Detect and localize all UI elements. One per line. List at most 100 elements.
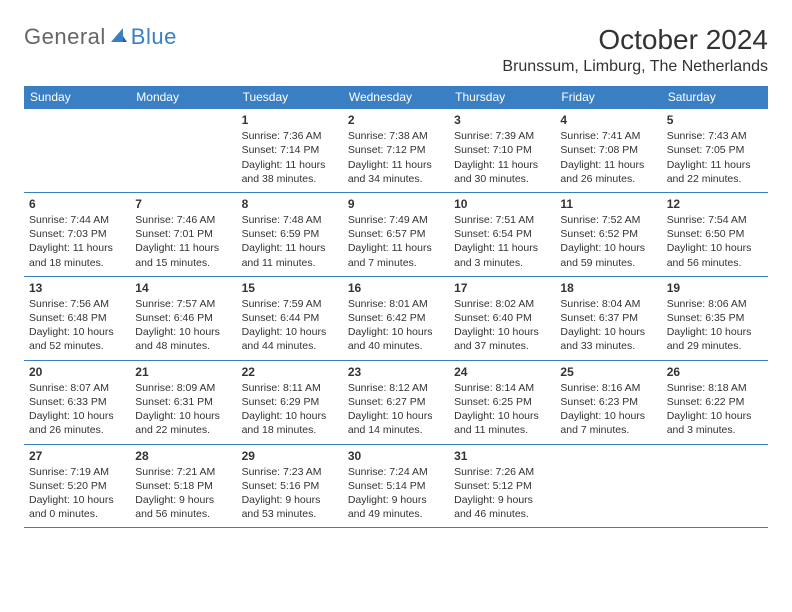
sunset-text: Sunset: 7:12 PM: [348, 143, 444, 157]
day-number: 15: [242, 280, 338, 296]
logo-text-general: General: [24, 24, 106, 50]
day-number: 30: [348, 448, 444, 464]
calendar-day-cell: 13Sunrise: 7:56 AMSunset: 6:48 PMDayligh…: [24, 276, 130, 360]
sunrise-text: Sunrise: 8:18 AM: [667, 381, 763, 395]
sunrise-text: Sunrise: 7:56 AM: [29, 297, 125, 311]
sunset-text: Sunset: 6:42 PM: [348, 311, 444, 325]
calendar-day-cell: 14Sunrise: 7:57 AMSunset: 6:46 PMDayligh…: [130, 276, 236, 360]
daylight-text: Daylight: 11 hours and 7 minutes.: [348, 241, 444, 269]
calendar-day-cell: 21Sunrise: 8:09 AMSunset: 6:31 PMDayligh…: [130, 360, 236, 444]
page-title: October 2024: [502, 24, 768, 56]
weekday-header: Friday: [555, 86, 661, 109]
day-number: 19: [667, 280, 763, 296]
calendar-day-cell: [130, 109, 236, 193]
calendar-day-cell: 15Sunrise: 7:59 AMSunset: 6:44 PMDayligh…: [237, 276, 343, 360]
calendar-day-cell: 29Sunrise: 7:23 AMSunset: 5:16 PMDayligh…: [237, 444, 343, 528]
sunrise-text: Sunrise: 8:12 AM: [348, 381, 444, 395]
sunrise-text: Sunrise: 7:38 AM: [348, 129, 444, 143]
sunset-text: Sunset: 6:25 PM: [454, 395, 550, 409]
sunrise-text: Sunrise: 7:39 AM: [454, 129, 550, 143]
calendar-day-cell: 22Sunrise: 8:11 AMSunset: 6:29 PMDayligh…: [237, 360, 343, 444]
sunset-text: Sunset: 6:48 PM: [29, 311, 125, 325]
daylight-text: Daylight: 10 hours and 18 minutes.: [242, 409, 338, 437]
day-number: 3: [454, 112, 550, 128]
calendar-week-row: 20Sunrise: 8:07 AMSunset: 6:33 PMDayligh…: [24, 360, 768, 444]
calendar-week-row: 6Sunrise: 7:44 AMSunset: 7:03 PMDaylight…: [24, 192, 768, 276]
sunset-text: Sunset: 6:46 PM: [135, 311, 231, 325]
sunset-text: Sunset: 6:50 PM: [667, 227, 763, 241]
daylight-text: Daylight: 9 hours and 46 minutes.: [454, 493, 550, 521]
daylight-text: Daylight: 10 hours and 33 minutes.: [560, 325, 656, 353]
sunrise-text: Sunrise: 7:51 AM: [454, 213, 550, 227]
weekday-header: Tuesday: [237, 86, 343, 109]
sunset-text: Sunset: 6:40 PM: [454, 311, 550, 325]
calendar-day-cell: 19Sunrise: 8:06 AMSunset: 6:35 PMDayligh…: [662, 276, 768, 360]
sunset-text: Sunset: 5:14 PM: [348, 479, 444, 493]
weekday-header-row: Sunday Monday Tuesday Wednesday Thursday…: [24, 86, 768, 109]
calendar-day-cell: 23Sunrise: 8:12 AMSunset: 6:27 PMDayligh…: [343, 360, 449, 444]
sunset-text: Sunset: 6:29 PM: [242, 395, 338, 409]
calendar-day-cell: 31Sunrise: 7:26 AMSunset: 5:12 PMDayligh…: [449, 444, 555, 528]
calendar-day-cell: 26Sunrise: 8:18 AMSunset: 6:22 PMDayligh…: [662, 360, 768, 444]
day-number: 22: [242, 364, 338, 380]
calendar-day-cell: 3Sunrise: 7:39 AMSunset: 7:10 PMDaylight…: [449, 109, 555, 193]
sunrise-text: Sunrise: 8:07 AM: [29, 381, 125, 395]
daylight-text: Daylight: 9 hours and 49 minutes.: [348, 493, 444, 521]
sunrise-text: Sunrise: 7:46 AM: [135, 213, 231, 227]
calendar-week-row: 13Sunrise: 7:56 AMSunset: 6:48 PM Dayligh…: [24, 276, 768, 360]
day-number: 25: [560, 364, 656, 380]
sunset-text: Sunset: 7:03 PM: [29, 227, 125, 241]
daylight-text: Daylight: 11 hours and 38 minutes.: [242, 158, 338, 186]
sunrise-text: Sunrise: 7:26 AM: [454, 465, 550, 479]
sunrise-text: Sunrise: 7:24 AM: [348, 465, 444, 479]
calendar-day-cell: 24Sunrise: 8:14 AMSunset: 6:25 PMDayligh…: [449, 360, 555, 444]
calendar-day-cell: [555, 444, 661, 528]
daylight-text: Daylight: 10 hours and 48 minutes.: [135, 325, 231, 353]
daylight-text: Daylight: 10 hours and 26 minutes.: [29, 409, 125, 437]
sunrise-text: Sunrise: 7:36 AM: [242, 129, 338, 143]
daylight-text: Daylight: 10 hours and 22 minutes.: [135, 409, 231, 437]
day-number: 17: [454, 280, 550, 296]
daylight-text: Daylight: 11 hours and 22 minutes.: [667, 158, 763, 186]
day-number: 28: [135, 448, 231, 464]
daylight-text: Daylight: 11 hours and 11 minutes.: [242, 241, 338, 269]
daylight-text: Daylight: 11 hours and 3 minutes.: [454, 241, 550, 269]
logo: General Blue: [24, 24, 177, 50]
sunrise-text: Sunrise: 8:11 AM: [242, 381, 338, 395]
sunset-text: Sunset: 6:23 PM: [560, 395, 656, 409]
sunrise-text: Sunrise: 8:09 AM: [135, 381, 231, 395]
sunrise-text: Sunrise: 8:14 AM: [454, 381, 550, 395]
calendar-day-cell: 30Sunrise: 7:24 AMSunset: 5:14 PMDayligh…: [343, 444, 449, 528]
calendar-day-cell: 1Sunrise: 7:36 AMSunset: 7:14 PMDaylight…: [237, 109, 343, 193]
sunset-text: Sunset: 6:31 PM: [135, 395, 231, 409]
calendar-day-cell: 11Sunrise: 7:52 AMSunset: 6:52 PMDayligh…: [555, 192, 661, 276]
sunset-text: Sunset: 6:54 PM: [454, 227, 550, 241]
daylight-text: Daylight: 10 hours and 56 minutes.: [667, 241, 763, 269]
calendar-day-cell: 5Sunrise: 7:43 AMSunset: 7:05 PMDaylight…: [662, 109, 768, 193]
sunset-text: Sunset: 7:08 PM: [560, 143, 656, 157]
sunset-text: Sunset: 6:27 PM: [348, 395, 444, 409]
calendar-body: 1Sunrise: 7:36 AMSunset: 7:14 PMDaylight…: [24, 109, 768, 528]
logo-sail-icon: [109, 24, 129, 50]
day-number: 14: [135, 280, 231, 296]
calendar-day-cell: 25Sunrise: 8:16 AMSunset: 6:23 PMDayligh…: [555, 360, 661, 444]
header: General Blue October 2024 Brunssum, Limb…: [24, 24, 768, 76]
daylight-text: Daylight: 11 hours and 18 minutes.: [29, 241, 125, 269]
sunrise-text: Sunrise: 8:04 AM: [560, 297, 656, 311]
sunrise-text: Sunrise: 8:16 AM: [560, 381, 656, 395]
calendar-table: Sunday Monday Tuesday Wednesday Thursday…: [24, 86, 768, 528]
day-number: 12: [667, 196, 763, 212]
sunset-text: Sunset: 6:44 PM: [242, 311, 338, 325]
day-number: 11: [560, 196, 656, 212]
day-number: 31: [454, 448, 550, 464]
sunset-text: Sunset: 6:35 PM: [667, 311, 763, 325]
sunrise-text: Sunrise: 8:06 AM: [667, 297, 763, 311]
calendar-day-cell: [24, 109, 130, 193]
weekday-header: Wednesday: [343, 86, 449, 109]
sunset-text: Sunset: 6:52 PM: [560, 227, 656, 241]
day-number: 1: [242, 112, 338, 128]
sunrise-text: Sunrise: 7:49 AM: [348, 213, 444, 227]
day-number: 16: [348, 280, 444, 296]
logo-text-blue: Blue: [131, 24, 177, 50]
day-number: 13: [29, 280, 125, 296]
